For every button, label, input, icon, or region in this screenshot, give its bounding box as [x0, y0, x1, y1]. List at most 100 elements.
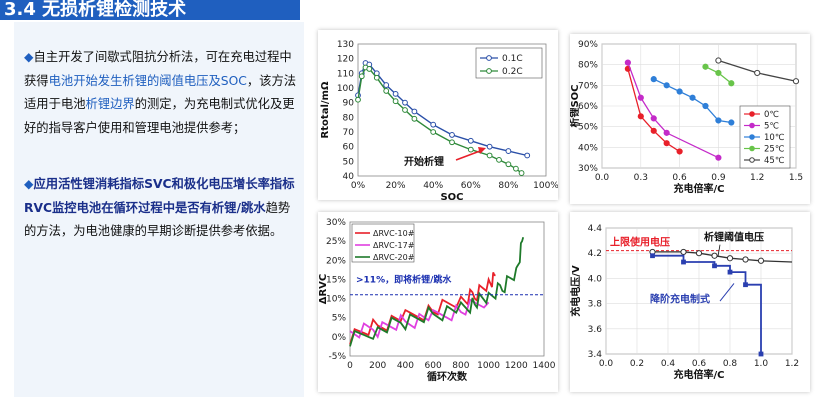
para2-text-2: 趋势的方法，为电池健康的早期诊断提供参考依据。	[24, 200, 291, 239]
voltage-rate-chart: 0.0 0.2 0.4 0.6 0.8 1.0 1.2 3.4 3.6 3.8 4.0 4.2 4.4 充…	[569, 224, 799, 381]
series-line-1	[349, 298, 490, 339]
threshold-annotation: >11%，即将析锂/跳水	[356, 274, 452, 286]
y-tick-label: 50	[343, 157, 355, 167]
text-panel: ◆自主开发了间歇式阻抗分析法，可在充电过程中获得电池开始发生析锂的阈值电压及SO…	[14, 22, 304, 397]
card-rvc-chart: 0 200 400 600 800 1000 1200 1400 -5% 0% 5% 10% 15% 20…	[318, 212, 558, 392]
y-tick-label: 90	[343, 99, 355, 109]
data-point	[792, 78, 800, 85]
series-line-1	[627, 62, 719, 159]
data-point	[366, 66, 373, 72]
data-point	[711, 252, 718, 259]
data-point	[715, 117, 722, 124]
x-tick-label: 80%	[498, 181, 518, 191]
stepdown-annotation: 降阶充电制式	[650, 293, 710, 306]
x-tick-label: 1.2	[785, 359, 799, 369]
data-point	[358, 73, 365, 80]
y-tick-label: 130	[337, 40, 354, 50]
data-point	[505, 148, 512, 154]
data-point	[637, 113, 644, 120]
legend-label: ΔRVC-17#	[373, 241, 415, 250]
data-point	[728, 80, 735, 87]
y-axis-title: 析锂SOC	[570, 84, 581, 127]
legend-label: 5℃	[764, 122, 779, 132]
x-tick-label: 20%	[386, 181, 406, 191]
y-tick-label: 110	[337, 69, 354, 79]
y-tick-label: 40	[343, 172, 355, 182]
y-tick-label: 60%	[578, 102, 598, 112]
y-tick-label: 60	[343, 143, 355, 153]
y-tick-label: 70	[343, 128, 355, 138]
data-point	[430, 129, 437, 135]
y-tick-label: 4.2	[588, 249, 602, 259]
legend-marker	[749, 157, 755, 163]
data-point	[449, 139, 455, 146]
data-point	[624, 59, 631, 66]
data-point	[742, 256, 749, 263]
y-tick-label: 50%	[578, 123, 598, 133]
para2-text-1: 应用活性锂消耗指标SVC和极化电压增长率指标RVC监控电池在	[24, 177, 295, 215]
annotation-arrow-head	[478, 147, 486, 154]
rvc-cycle-chart: 0 200 400 600 800 1000 1200 1400 -5% 0% 5% 10% 15% 20…	[318, 218, 556, 383]
legend-marker	[749, 145, 755, 152]
data-point	[650, 76, 657, 83]
y-tick-label: -5%	[328, 352, 346, 362]
y-tick-label: 15%	[326, 275, 346, 285]
data-point	[430, 121, 437, 128]
data-point	[486, 152, 493, 159]
data-point	[727, 269, 733, 275]
annotation-pointer	[719, 283, 735, 302]
data-point	[754, 69, 761, 77]
y-tick-label: 70%	[578, 81, 598, 91]
x-tick-label: 0%	[351, 181, 366, 191]
data-point	[411, 108, 418, 115]
series-line-0	[349, 272, 496, 345]
upper-limit-annotation: 上限使用电压	[610, 236, 670, 249]
data-point	[505, 161, 512, 168]
y-tick-label: 30%	[578, 164, 598, 174]
legend-marker	[486, 55, 492, 61]
data-point	[715, 57, 722, 64]
data-point	[726, 255, 734, 262]
data-point	[757, 257, 765, 264]
data-point	[715, 154, 722, 161]
legend-marker	[749, 134, 755, 140]
legend-label: 10℃	[764, 133, 785, 143]
y-tick-label: 100	[337, 84, 354, 94]
data-point	[689, 94, 696, 101]
legend-label: 0.1C	[502, 54, 523, 64]
data-point	[758, 351, 764, 357]
para1-text-1: 自主开发了间歇式阻抗分析法，可在充电过程中获得	[24, 50, 292, 88]
y-tick-label: 80	[343, 113, 355, 123]
x-tick-label: 200	[369, 361, 386, 371]
para1-highlight-2: 析锂边界	[85, 97, 135, 111]
data-point	[383, 88, 390, 94]
x-tick-label: 0.6	[672, 173, 687, 183]
y-tick-label: 3.6	[588, 325, 603, 335]
para1-text-3: 的测定，为充电制式优化及更好的指导客户使用和管理电池提供参考；	[24, 97, 295, 135]
x-tick-label: 0.9	[711, 173, 726, 183]
annotation-label: 开始析锂	[404, 155, 444, 168]
x-axis-title: 循环次数	[427, 370, 468, 383]
data-point	[715, 69, 722, 77]
data-point	[712, 263, 717, 269]
data-point	[680, 248, 687, 256]
x-tick-label: 0.0	[595, 173, 610, 183]
x-tick-label: 100%	[533, 181, 558, 191]
title-bar: 3.4 无损析锂检测技术	[0, 0, 300, 20]
y-axis-title: Rtotal/mΩ	[320, 81, 331, 138]
annotation-pointer	[717, 244, 721, 257]
y-tick-label: 4.0	[588, 274, 603, 284]
legend-box	[351, 223, 415, 263]
x-tick-label: 0.3	[634, 173, 648, 183]
data-point	[518, 170, 525, 176]
data-point	[467, 146, 474, 153]
data-point	[681, 259, 686, 265]
data-point	[373, 74, 380, 81]
data-point	[402, 107, 408, 113]
data-point	[467, 137, 474, 144]
x-tick-label: 0.6	[692, 359, 707, 369]
paragraph-1: ◆自主开发了间歇式阻抗分析法，可在充电过程中获得电池开始发生析锂的阈值电压及SO…	[24, 46, 300, 140]
x-tick-label: 1.2	[750, 173, 764, 183]
data-point	[676, 88, 683, 95]
x-tick-label: 40%	[423, 181, 443, 191]
